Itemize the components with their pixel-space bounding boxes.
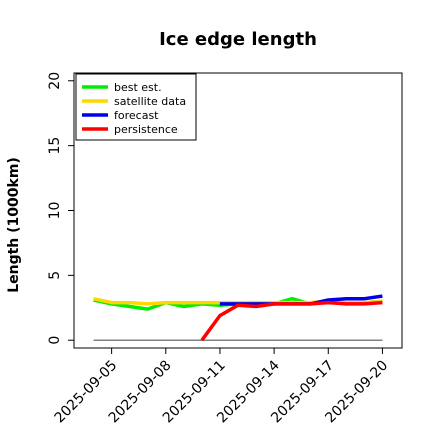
legend: best est.satellite dataforecastpersisten…: [75, 73, 197, 141]
y-tick-label: 10: [47, 202, 63, 220]
legend-label-best-est: best est.: [114, 81, 162, 94]
legend-label-satellite-data: satellite data: [114, 95, 186, 108]
y-tick-label: 15: [47, 137, 63, 155]
series-line-persistence: [200, 300, 383, 342]
y-tick-label: 0: [47, 336, 63, 345]
chart-title: Ice edge length: [159, 29, 317, 50]
y-axis-label: Length (1000km): [6, 157, 22, 293]
legend-label-forecast: forecast: [114, 109, 159, 122]
y-tick-label: 5: [47, 271, 63, 280]
plot-area: [93, 294, 383, 342]
legend-label-persistence: persistence: [114, 123, 178, 136]
y-tick-label: 20: [47, 72, 63, 90]
